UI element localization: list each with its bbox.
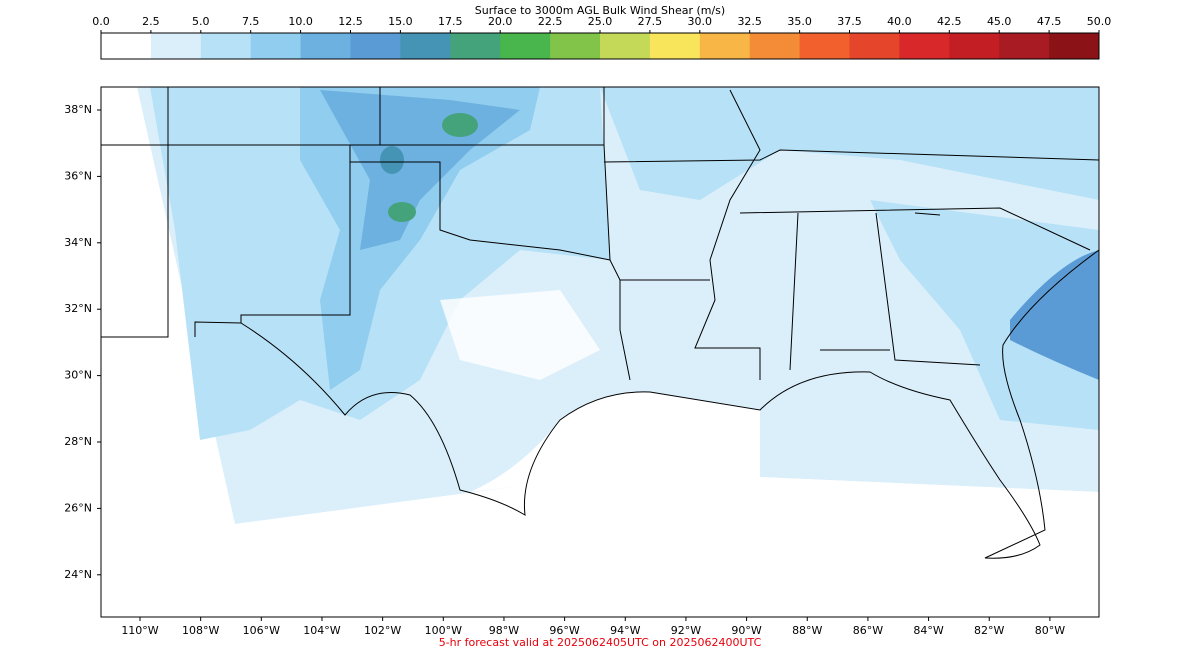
colorbar-swatch (200, 33, 252, 59)
no-data (101, 470, 1099, 617)
colorbar-tick-label: 32.5 (737, 15, 762, 28)
colorbar-tick-label: 12.5 (338, 15, 363, 28)
colorbar-swatch (949, 33, 1000, 59)
colorbar-tick-label: 2.5 (142, 15, 160, 28)
shear-zone (442, 113, 478, 137)
colorbar-tick-label: 50.0 (1087, 15, 1112, 28)
lon-label: 102°W (364, 624, 401, 637)
lon-label: 90°W (731, 624, 761, 637)
colorbar-swatch (799, 33, 850, 59)
colorbar-swatch (101, 33, 152, 59)
lat-label: 28°N (64, 435, 92, 448)
colorbar-tick-label: 27.5 (638, 15, 663, 28)
colorbar-tick-label: 20.0 (488, 15, 513, 28)
colorbar: 0.0 2.5 5.0 7.5 10.0 12.5 15.0 17.5 20.0 22.5 25.0… (92, 15, 1112, 60)
shear-zone (388, 202, 416, 222)
map-content (101, 87, 1099, 617)
shear-zone (380, 146, 404, 174)
colorbar-swatch (500, 33, 551, 59)
lat-label: 38°N (64, 103, 92, 116)
colorbar-swatch (300, 33, 351, 59)
colorbar-swatch (150, 33, 202, 59)
colorbar-tick-label: 5.0 (192, 15, 210, 28)
colorbar-swatch (649, 33, 701, 59)
low-shear (440, 290, 600, 380)
shear-zone (600, 87, 1099, 200)
colorbar-tick-label: 0.0 (92, 15, 110, 28)
shear-zone (870, 200, 1099, 430)
colorbar-tick-label: 37.5 (837, 15, 862, 28)
colorbar-tick-label: 30.0 (688, 15, 713, 28)
lon-label: 96°W (549, 624, 579, 637)
lon-label: 104°W (303, 624, 340, 637)
colorbar-swatch (849, 33, 900, 59)
map-frame (100, 86, 1100, 618)
colorbar-tick-label: 40.0 (887, 15, 912, 28)
lon-label: 100°W (425, 624, 462, 637)
colorbar-tick-label: 45.0 (987, 15, 1012, 28)
lon-label: 86°W (853, 624, 883, 637)
colorbar-swatch (749, 33, 801, 59)
lon-label: 108°W (182, 624, 219, 637)
colorbar-swatch (899, 33, 950, 59)
lon-label: 88°W (792, 624, 822, 637)
lat-label: 34°N (64, 236, 92, 249)
colorbar-title: Surface to 3000m AGL Bulk Wind Shear (m/… (475, 4, 725, 17)
shear-zone (300, 87, 540, 390)
forecast-footer: 5-hr forecast valid at 2025062405UTC on … (439, 636, 762, 649)
lon-label: 110°W (121, 624, 158, 637)
colorbar-swatch (600, 33, 651, 59)
colorbar-tick-label: 25.0 (588, 15, 613, 28)
lon-label: 92°W (671, 624, 701, 637)
map (100, 86, 1100, 618)
colorbar-tick-label: 15.0 (388, 15, 413, 28)
colorbar-tick-label: 42.5 (937, 15, 962, 28)
colorbar-swatch (699, 33, 751, 59)
map-labels: 38°N 36°N 34°N 32°N 30°N 28°N 26°N 24°N 110°W 108… (64, 103, 1065, 637)
colorbar-tick-label: 17.5 (438, 15, 463, 28)
lon-label: 94°W (610, 624, 640, 637)
lat-label: 32°N (64, 302, 92, 315)
colorbar-tick-label: 10.0 (288, 15, 313, 28)
lon-label: 80°W (1035, 624, 1065, 637)
gulf (470, 391, 760, 492)
colorbar-swatch (350, 33, 401, 59)
colorbar-tick-label: 35.0 (787, 15, 812, 28)
colorbar-tick-label: 47.5 (1037, 15, 1062, 28)
colorbar-swatch (550, 33, 601, 59)
colorbar-swatch (250, 33, 302, 59)
lat-label: 24°N (64, 568, 92, 581)
lon-label: 98°W (489, 624, 519, 637)
shear-zone (1010, 250, 1099, 380)
lat-label: 30°N (64, 369, 92, 382)
lon-label: 106°W (243, 624, 280, 637)
colorbar-swatch (450, 33, 501, 59)
colorbar-tick-label: 22.5 (538, 15, 563, 28)
lon-label: 82°W (974, 624, 1004, 637)
lat-label: 26°N (64, 501, 92, 514)
boundaries (101, 87, 1099, 559)
colorbar-swatch (400, 33, 451, 59)
colorbar-swatch (999, 33, 1050, 59)
colorbar-swatch (1049, 33, 1100, 59)
lat-label: 36°N (64, 169, 92, 182)
lon-label: 84°W (913, 624, 943, 637)
colorbar-tick-label: 7.5 (242, 15, 260, 28)
